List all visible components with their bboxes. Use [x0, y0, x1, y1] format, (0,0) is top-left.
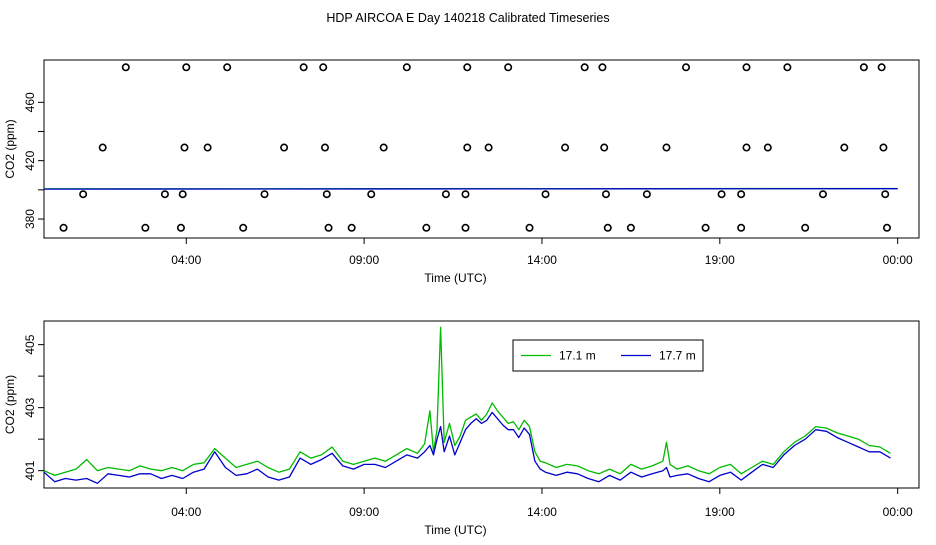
- calibration-point: [162, 191, 168, 197]
- calibration-point: [702, 225, 708, 231]
- calibration-point: [644, 191, 650, 197]
- y-tick-label: 460: [23, 92, 37, 112]
- timeseries-panel: 04:00 09:00 14:00 19:00 00:00 Time (UTC) 401 40…: [3, 321, 919, 537]
- calibration-point: [485, 144, 491, 150]
- x-tick-label: 00:00: [883, 253, 913, 267]
- calibration-point: [841, 144, 847, 150]
- calibration-point: [80, 191, 86, 197]
- calibration-point: [765, 144, 771, 150]
- calibration-point: [178, 225, 184, 231]
- calibration-point: [882, 191, 888, 197]
- x-tick-label: 09:00: [349, 505, 379, 519]
- x-tick-label: 04:00: [171, 505, 201, 519]
- legend: 17.1 m 17.7 m: [513, 340, 703, 371]
- calibration-point: [743, 64, 749, 70]
- calibration-point: [60, 225, 66, 231]
- calibration-point: [663, 144, 669, 150]
- x-tick-label: 14:00: [527, 253, 557, 267]
- calibration-point: [718, 191, 724, 197]
- calibration-point: [628, 225, 634, 231]
- series-line-17-1-m: [44, 327, 891, 475]
- calibration-point: [861, 64, 867, 70]
- calibration-point: [878, 64, 884, 70]
- x-tick-label: 09:00: [349, 253, 379, 267]
- y-tick-label: 380: [23, 209, 37, 229]
- calibration-point: [526, 225, 532, 231]
- y-axis-label: CO2 (ppm): [3, 119, 17, 178]
- calibration-point: [123, 64, 129, 70]
- calibration-point: [603, 191, 609, 197]
- calibration-point: [404, 64, 410, 70]
- calibration-point: [142, 225, 148, 231]
- calibration-point: [601, 144, 607, 150]
- calibration-point: [325, 225, 331, 231]
- calibration-point: [802, 225, 808, 231]
- y-tick-label: 403: [23, 397, 37, 417]
- calibration-point: [784, 64, 790, 70]
- calibration-point: [683, 64, 689, 70]
- x-tick-label: 19:00: [705, 505, 735, 519]
- y-tick-label: 401: [23, 460, 37, 480]
- calibration-point: [599, 64, 605, 70]
- calibration-point: [743, 144, 749, 150]
- calibration-point: [368, 191, 374, 197]
- y-tick-label: 420: [23, 150, 37, 170]
- calibration-point: [423, 225, 429, 231]
- y-axis-label: CO2 (ppm): [3, 375, 17, 434]
- x-tick-label: 00:00: [883, 505, 913, 519]
- calibration-panel: 04:00 09:00 14:00 19:00 00:00 Time (UTC) 380 42…: [3, 60, 919, 285]
- x-tick-label: 04:00: [171, 253, 201, 267]
- calibration-point: [180, 191, 186, 197]
- x-axis-label: Time (UTC): [424, 523, 486, 537]
- calibration-point: [462, 191, 468, 197]
- x-axis-label: Time (UTC): [424, 271, 486, 285]
- calibration-point: [443, 191, 449, 197]
- x-tick-label: 19:00: [705, 253, 735, 267]
- figure-title: HDP AIRCOA E Day 140218 Calibrated Times…: [326, 11, 609, 25]
- calibration-point: [322, 144, 328, 150]
- x-tick-label: 14:00: [527, 505, 557, 519]
- calibration-point: [240, 225, 246, 231]
- calibration-point: [605, 225, 611, 231]
- calibration-point: [181, 144, 187, 150]
- calibration-point: [738, 191, 744, 197]
- calibration-point: [462, 225, 468, 231]
- calibration-point: [880, 144, 886, 150]
- calibration-point: [820, 191, 826, 197]
- calibration-point: [380, 144, 386, 150]
- calibration-point: [320, 64, 326, 70]
- plot-frame: [44, 321, 919, 488]
- calibration-point: [464, 64, 470, 70]
- calibration-point: [738, 225, 744, 231]
- calibration-point: [99, 144, 105, 150]
- legend-label: 17.7 m: [659, 349, 696, 363]
- calibration-point: [464, 144, 470, 150]
- plot-frame: [44, 60, 919, 238]
- calibration-point: [281, 144, 287, 150]
- calibration-point: [581, 64, 587, 70]
- calibration-point: [224, 64, 230, 70]
- calibration-point: [261, 191, 267, 197]
- calibration-point: [348, 225, 354, 231]
- calibration-point: [505, 64, 511, 70]
- calibration-point: [204, 144, 210, 150]
- calibration-point: [183, 64, 189, 70]
- legend-label: 17.1 m: [559, 349, 596, 363]
- y-tick-label: 405: [23, 334, 37, 354]
- calibration-point: [562, 144, 568, 150]
- calibration-point: [324, 191, 330, 197]
- calibration-point: [300, 64, 306, 70]
- calibration-point: [542, 191, 548, 197]
- series-line-17-7-m: [44, 412, 891, 483]
- calibration-point: [884, 225, 890, 231]
